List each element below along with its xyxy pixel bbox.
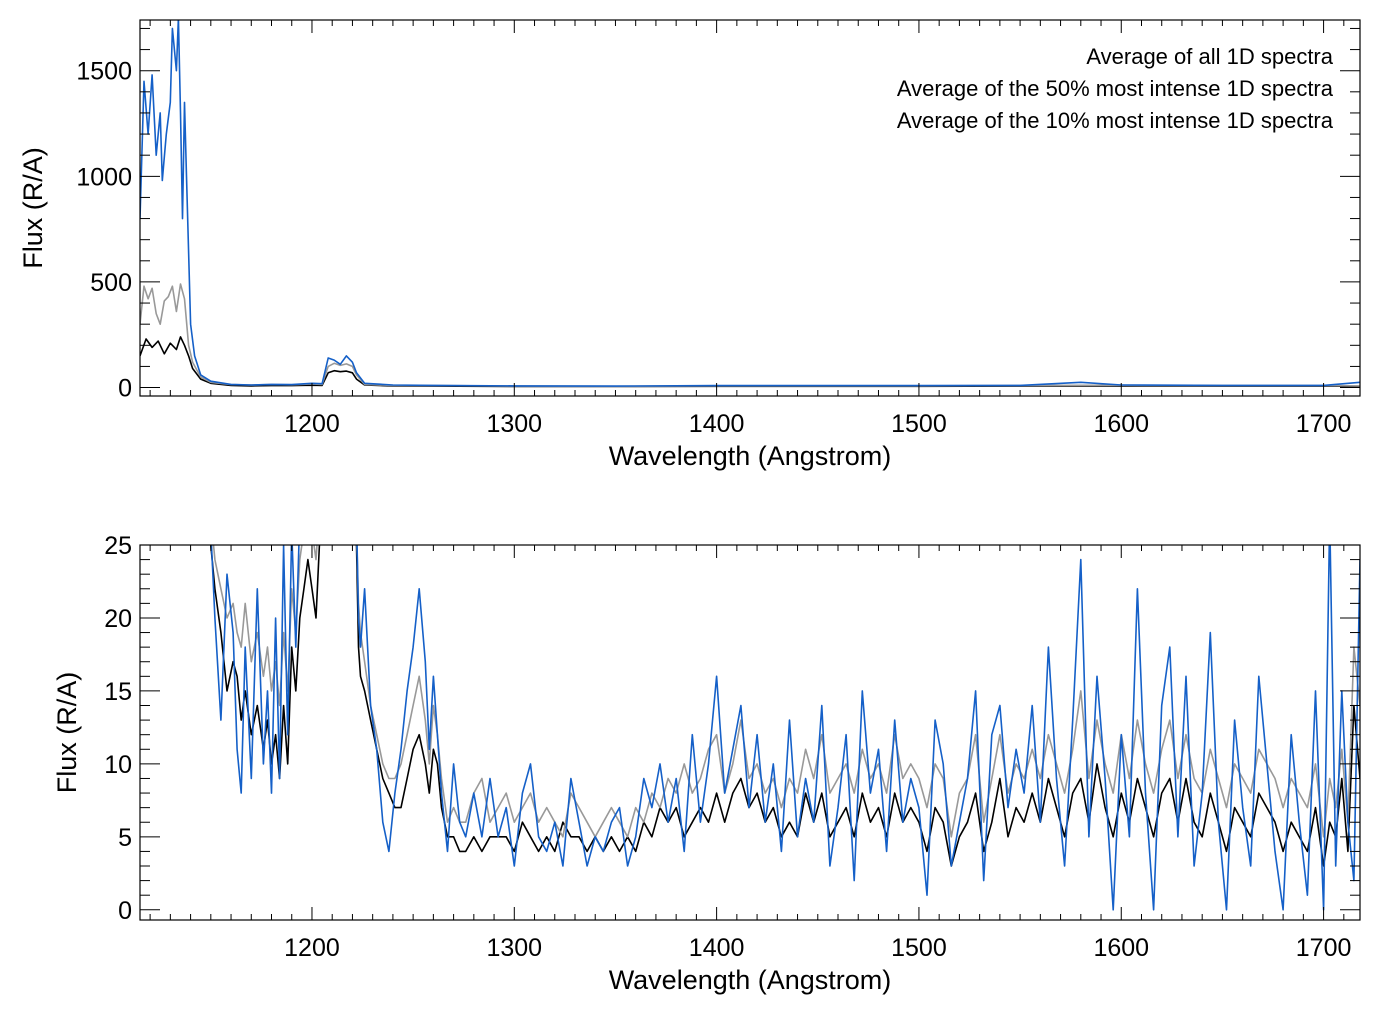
x-tick-label: 1700 (1296, 410, 1352, 438)
y-tick-label: 1500 (76, 58, 132, 86)
bottom-panel: 1200 1300 1400 1500 1600 1700 0 5 10 15 20 25 Wavele… (52, 532, 1361, 995)
y-tick-label: 0 (118, 897, 132, 925)
x-tick-label: 1200 (284, 410, 340, 438)
series-top10-line (210, 545, 1360, 911)
plot-frame (139, 544, 1361, 921)
y-axis-label: Flux (R/A) (52, 672, 82, 794)
series-group (140, 20, 1360, 388)
x-tick-label: 1500 (891, 934, 947, 962)
x-tick-label: 1500 (891, 410, 947, 438)
y-tick-label: 10 (104, 751, 132, 779)
x-tick-label: 1600 (1093, 410, 1149, 438)
y-tick-label: 20 (104, 605, 132, 633)
y-axis-label: Flux (R/A) (18, 147, 48, 269)
y-tick-label: 25 (104, 532, 132, 560)
x-axis-label: Wavelength (Angstrom) (609, 441, 892, 471)
legend: Average of all 1D spectra Average of the… (897, 44, 1334, 133)
y-tick-label: 1000 (76, 163, 132, 191)
x-tick-label: 1400 (689, 410, 745, 438)
legend-entry-top10: Average of the 10% most intense 1D spect… (897, 108, 1334, 133)
x-tick-label: 1300 (486, 410, 542, 438)
series-top50-line (212, 545, 1360, 838)
y-tick-label: 500 (90, 269, 132, 297)
x-tick-label: 1300 (486, 934, 542, 962)
series-all-line (210, 545, 1360, 867)
x-axis-label: Wavelength (Angstrom) (609, 965, 892, 995)
series-top10-line (140, 20, 1360, 387)
series-group (210, 545, 1360, 911)
top-panel: 1200 1300 1400 1500 1600 1700 0 500 1000 1500 Wave… (18, 19, 1361, 471)
x-tick-label: 1400 (689, 934, 745, 962)
legend-entry-all: Average of all 1D spectra (1086, 44, 1333, 69)
series-top50-line (140, 283, 1360, 388)
x-tick-label: 1600 (1093, 934, 1149, 962)
y-tick-label: 15 (104, 678, 132, 706)
y-tick-label: 5 (118, 824, 132, 852)
y-tick-label: 0 (118, 375, 132, 403)
legend-entry-top50: Average of the 50% most intense 1D spect… (897, 76, 1334, 101)
x-tick-label: 1700 (1296, 934, 1352, 962)
plot-frame (139, 19, 1361, 397)
x-tick-label: 1200 (284, 934, 340, 962)
